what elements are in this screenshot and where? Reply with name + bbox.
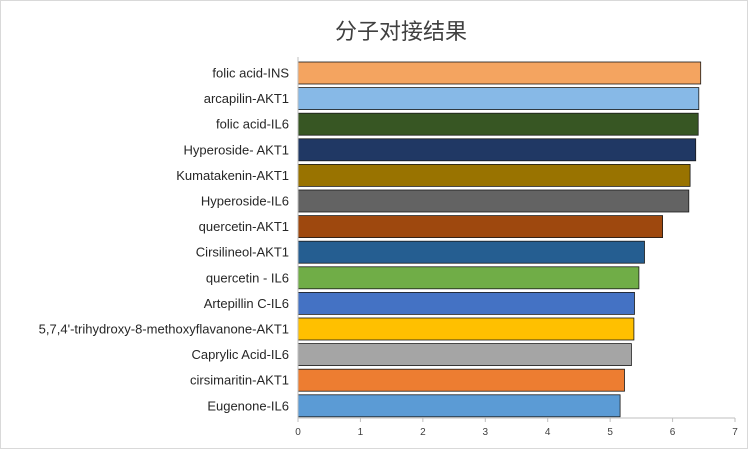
category-label: Hyperoside- AKT1 (184, 142, 290, 157)
category-label: cirsimaritin-AKT1 (190, 373, 289, 388)
bar (297, 266, 640, 290)
bar (297, 240, 645, 264)
category-label: folic acid-IL6 (216, 117, 289, 132)
category-label: 5,7,4'-trihydroxy-8-methoxyflavanone-AKT… (39, 322, 289, 337)
category-label: quercetin - IL6 (206, 270, 289, 285)
category-label: Caprylic Acid-IL6 (191, 347, 289, 362)
x-tick-label: 5 (607, 427, 613, 438)
bar (297, 343, 632, 367)
chart-title: 分子对接结果 (335, 20, 467, 45)
bar (297, 61, 702, 85)
bar (297, 87, 700, 110)
category-label: Hyperoside-IL6 (201, 194, 289, 209)
category-label: arcapilin-AKT1 (204, 91, 289, 106)
bars-group (297, 61, 702, 418)
bar (297, 291, 635, 315)
x-tick-label: 3 (483, 427, 489, 438)
bar (297, 368, 625, 392)
x-tick-label: 4 (545, 427, 551, 438)
category-labels-group: folic acid-INS arcapilin-AKT1 folic acid-I… (39, 66, 290, 414)
category-label: Eugenone-IL6 (207, 398, 289, 413)
x-tick-label: 6 (670, 427, 676, 438)
bar (297, 138, 697, 162)
bar (297, 112, 699, 136)
category-label: quercetin-AKT1 (199, 219, 289, 234)
bar (297, 215, 664, 239)
bar (297, 394, 621, 418)
category-label: Cirsilineol-AKT1 (196, 245, 289, 260)
bar (297, 317, 635, 341)
category-label: folic acid-INS (212, 66, 289, 81)
x-tick-label: 0 (295, 427, 301, 438)
bar (297, 163, 691, 187)
category-label: Artepillin C-IL6 (204, 296, 289, 311)
x-tick-label: 1 (358, 427, 364, 438)
category-label: Kumatakenin-AKT1 (176, 168, 289, 183)
x-tick-label: 2 (420, 427, 426, 438)
x-axis: 0 1 2 3 4 5 6 7 (295, 57, 738, 438)
x-tick-label: 7 (732, 427, 738, 438)
bar (297, 189, 690, 213)
